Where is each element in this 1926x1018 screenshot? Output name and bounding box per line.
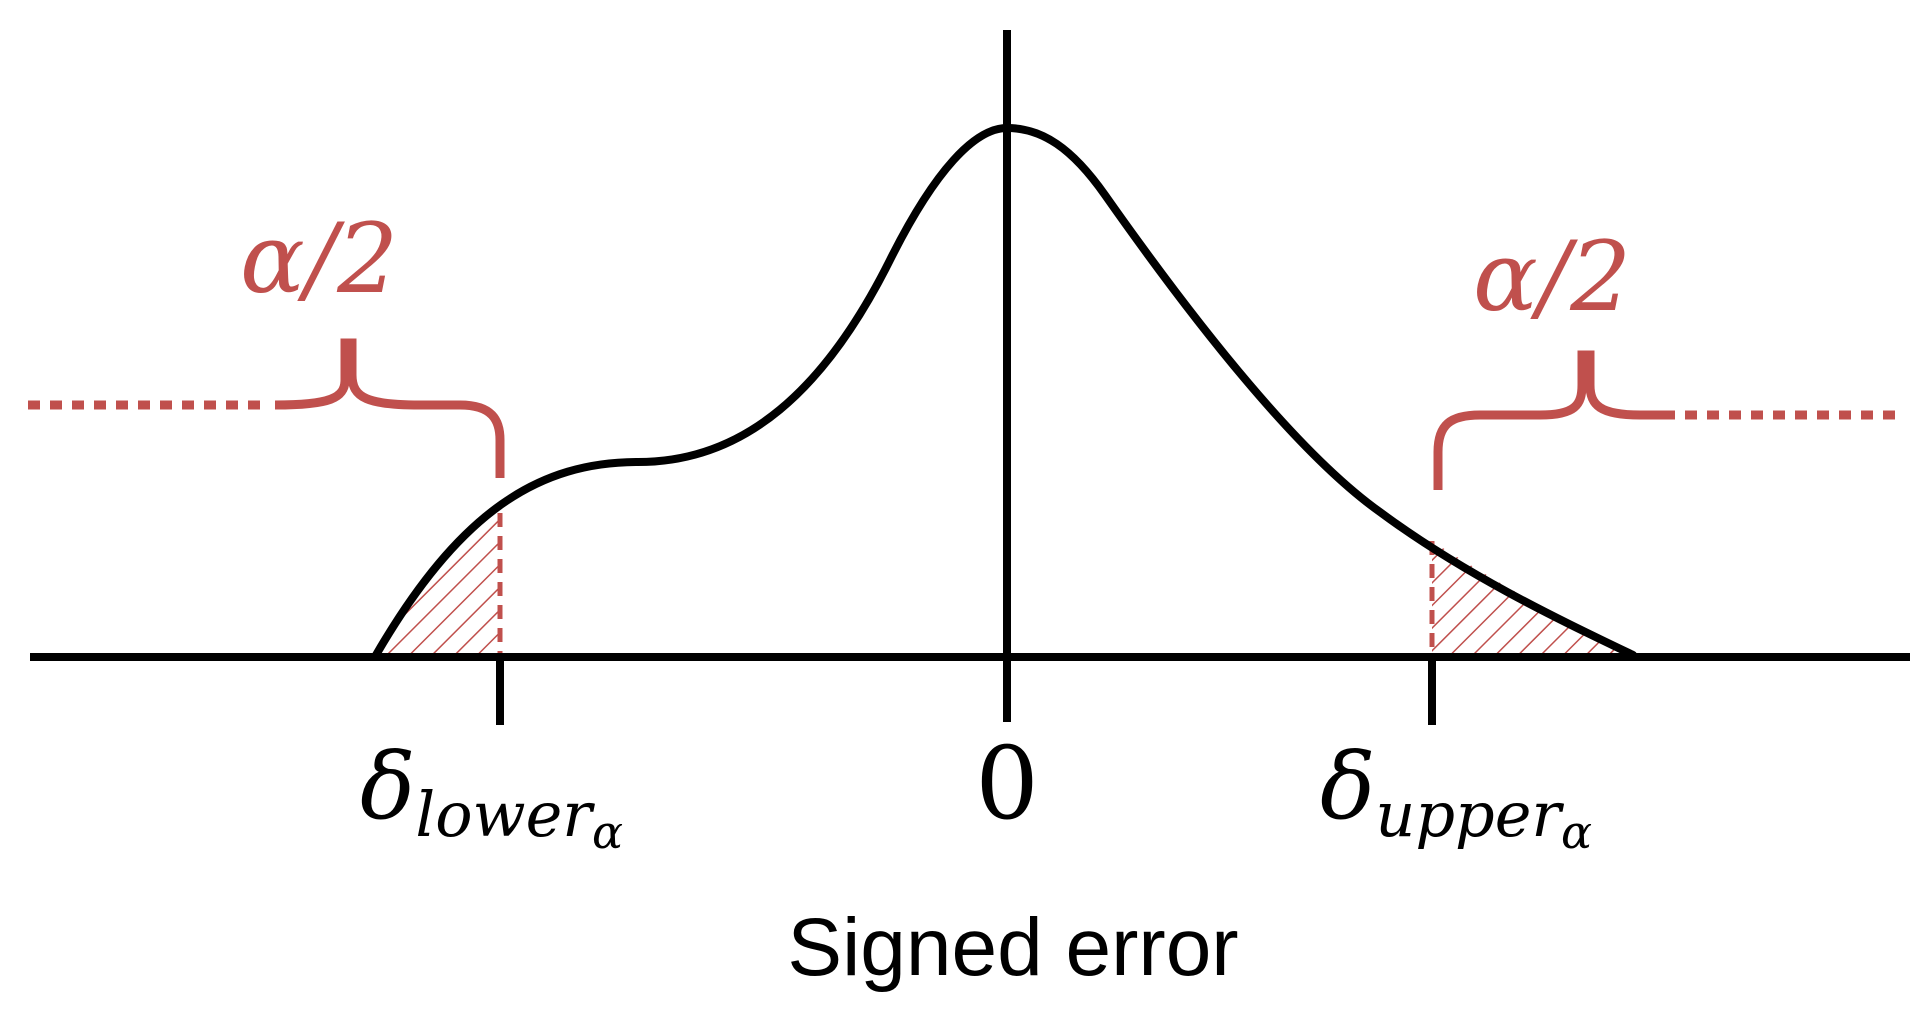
upper-bound-label: δupperα	[1320, 733, 1592, 859]
x-axis-label: Signed error	[787, 902, 1238, 993]
lower-bound-label: δlowerα	[360, 733, 623, 859]
right-brace	[1433, 350, 1675, 490]
right-tail-hatch	[1432, 541, 1630, 653]
left-tail-hatch	[376, 515, 500, 653]
left-alpha-half-label: α/2	[240, 203, 398, 315]
left-brace	[274, 338, 505, 478]
zero-tick-label: 0	[975, 725, 1039, 842]
right-alpha-half-label: α/2	[1473, 221, 1631, 333]
distribution-curve	[372, 124, 1637, 659]
